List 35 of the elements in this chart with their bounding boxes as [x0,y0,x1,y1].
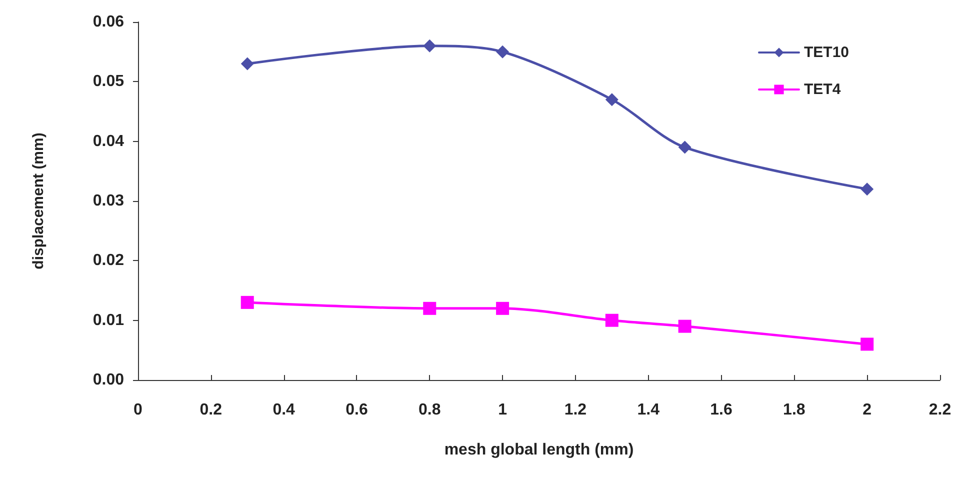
x-tick-label: 0 [134,402,143,418]
point [678,140,692,154]
y-tick-label: 0.04 [92,132,124,150]
x-tick-label: 1.8 [783,402,806,418]
y-tick-label: 0.06 [92,14,124,30]
x-tick-label: 1 [498,402,508,418]
x-tick-label: 0.4 [272,402,296,418]
legend-label: TET10 [804,44,849,61]
x-axis-title: mesh global length (mm) [444,442,634,458]
x-tick-label: 0.2 [200,402,222,418]
x-tick-label: 0.6 [346,402,368,418]
x-tick-label: 1.6 [710,402,732,418]
y-tick-label: 0.02 [92,252,124,270]
point [605,93,618,106]
point [240,57,254,70]
y-tick-label: 0.01 [92,312,124,329]
point [496,302,510,315]
point [678,320,692,333]
point [240,296,254,309]
x-tick-label: 1.2 [564,402,587,418]
point [605,314,618,327]
y-tick-label: 0.03 [92,192,124,210]
point [860,182,874,196]
x-tick-label: 2.2 [928,402,952,418]
y-axis-title: displacement (mm) [30,132,47,270]
point [496,45,510,58]
y-tick-label: 0.05 [92,73,124,90]
x-tick-label: 2 [862,402,872,418]
point [423,302,436,315]
point [860,338,874,351]
point [423,39,436,52]
legend-label: TET4 [804,81,842,98]
y-tick-label: 0.00 [92,372,124,388]
x-tick-label: 0.8 [418,402,441,418]
x-tick-label: 1.4 [637,402,660,418]
